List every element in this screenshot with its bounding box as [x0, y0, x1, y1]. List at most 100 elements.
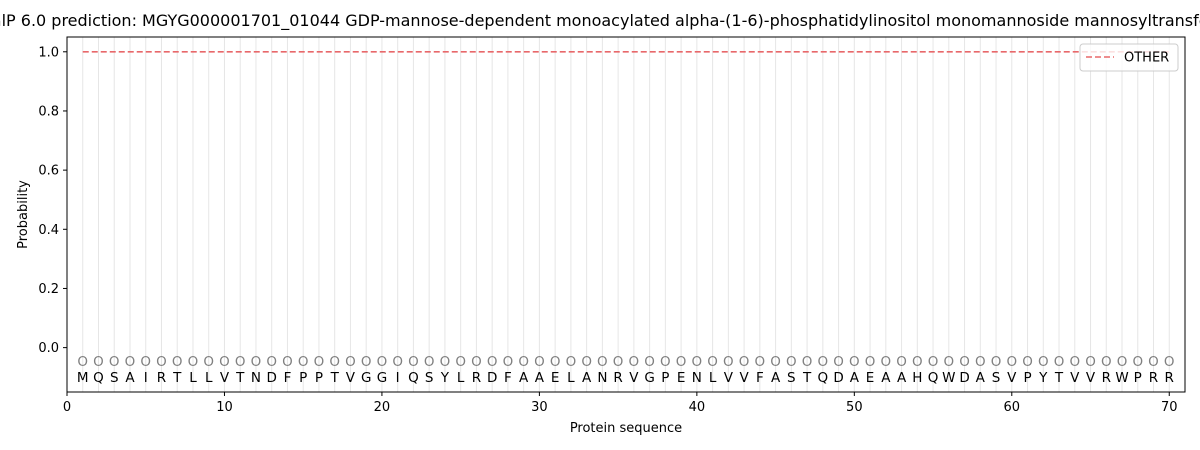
residue-label-53: A — [897, 370, 907, 386]
residue-label-51: E — [866, 370, 875, 386]
residue-label-8: L — [189, 370, 197, 386]
residue-label-66: R — [1102, 370, 1111, 386]
residue-label-20: G — [377, 370, 387, 386]
residue-label-14: F — [284, 370, 292, 386]
region-label-17: O — [329, 354, 340, 370]
region-label-12: O — [251, 354, 262, 370]
region-label-48: O — [818, 354, 829, 370]
region-label-42: O — [723, 354, 734, 370]
region-label-41: O — [707, 354, 718, 370]
region-label-19: O — [361, 354, 372, 370]
region-label-39: O — [676, 354, 687, 370]
y-tick-label-1: 0.2 — [38, 282, 59, 297]
region-label-26: O — [471, 354, 482, 370]
grid-lines — [82, 37, 1170, 392]
residue-label-18: V — [346, 370, 356, 386]
residue-label-29: A — [519, 370, 529, 386]
residue-label-10: V — [220, 370, 230, 386]
region-label-68: O — [1132, 354, 1143, 370]
region-label-29: O — [518, 354, 529, 370]
residue-label-31: E — [551, 370, 560, 386]
x-tick-label-50: 50 — [846, 400, 863, 415]
region-label-33: O — [581, 354, 592, 370]
region-label-50: O — [849, 354, 860, 370]
region-label-58: O — [975, 354, 986, 370]
region-label-22: O — [408, 354, 419, 370]
residue-label-69: R — [1149, 370, 1158, 386]
residue-label-41: L — [709, 370, 717, 386]
sequence-labels: OMOQOSOAOIOROTOLOLOVOTONODOFOPOPOTOVOGOG… — [77, 354, 1175, 386]
region-label-9: O — [203, 354, 214, 370]
region-label-28: O — [503, 354, 514, 370]
residue-label-5: I — [144, 370, 148, 386]
residue-label-67: W — [1115, 370, 1128, 386]
x-tick-label-40: 40 — [689, 400, 706, 415]
residue-label-26: R — [472, 370, 481, 386]
region-label-3: O — [109, 354, 120, 370]
y-tick-label-4: 0.8 — [38, 104, 59, 119]
region-label-6: O — [156, 354, 167, 370]
residue-label-47: T — [802, 370, 812, 386]
residue-label-50: A — [850, 370, 860, 386]
residue-label-27: D — [487, 370, 497, 386]
y-tick-label-2: 0.4 — [38, 223, 59, 238]
region-label-15: O — [298, 354, 309, 370]
residue-label-6: R — [157, 370, 166, 386]
residue-label-45: A — [771, 370, 781, 386]
region-label-54: O — [912, 354, 923, 370]
residue-label-57: D — [959, 370, 969, 386]
residue-label-1: M — [77, 370, 89, 386]
residue-label-19: G — [361, 370, 371, 386]
residue-label-30: A — [535, 370, 545, 386]
residue-label-36: V — [629, 370, 639, 386]
region-label-43: O — [739, 354, 750, 370]
region-label-18: O — [345, 354, 356, 370]
region-label-5: O — [140, 354, 151, 370]
residue-label-2: Q — [93, 370, 104, 386]
residue-label-52: A — [881, 370, 891, 386]
region-label-60: O — [1006, 354, 1017, 370]
x-tick-label-30: 30 — [531, 400, 548, 415]
region-label-37: O — [644, 354, 655, 370]
chart-title: SignalP 6.0 prediction: MGYG000001701_01… — [0, 11, 1200, 31]
residue-label-43: V — [739, 370, 749, 386]
residue-label-48: Q — [818, 370, 829, 386]
residue-label-59: S — [992, 370, 1001, 386]
region-label-35: O — [613, 354, 624, 370]
residue-label-13: D — [267, 370, 277, 386]
region-label-64: O — [1069, 354, 1080, 370]
region-label-32: O — [566, 354, 577, 370]
region-label-70: O — [1164, 354, 1175, 370]
region-label-25: O — [455, 354, 466, 370]
x-tick-label-60: 60 — [1004, 400, 1021, 415]
region-label-11: O — [235, 354, 246, 370]
region-label-67: O — [1117, 354, 1128, 370]
legend-box — [1079, 43, 1179, 72]
residue-label-62: Y — [1038, 370, 1048, 386]
x-tick-label-70: 70 — [1161, 400, 1178, 415]
plot-frame — [66, 36, 1186, 393]
region-label-36: O — [629, 354, 640, 370]
residue-label-4: A — [125, 370, 135, 386]
residue-label-49: D — [833, 370, 843, 386]
x-tick-label-20: 20 — [374, 400, 391, 415]
region-label-16: O — [314, 354, 325, 370]
residue-label-16: P — [315, 370, 323, 386]
region-label-44: O — [755, 354, 766, 370]
region-label-66: O — [1101, 354, 1112, 370]
residue-label-63: T — [1054, 370, 1064, 386]
region-label-13: O — [266, 354, 277, 370]
region-label-24: O — [440, 354, 451, 370]
region-label-52: O — [880, 354, 891, 370]
residue-label-35: R — [613, 370, 622, 386]
y-axis-ticks: 0.0 0.2 0.4 0.6 0.8 1.0 — [38, 45, 67, 356]
residue-label-56: W — [942, 370, 955, 386]
region-label-7: O — [172, 354, 183, 370]
region-label-62: O — [1038, 354, 1049, 370]
residue-label-37: G — [644, 370, 654, 386]
region-label-65: O — [1085, 354, 1096, 370]
region-label-8: O — [188, 354, 199, 370]
region-label-27: O — [487, 354, 498, 370]
region-label-51: O — [865, 354, 876, 370]
